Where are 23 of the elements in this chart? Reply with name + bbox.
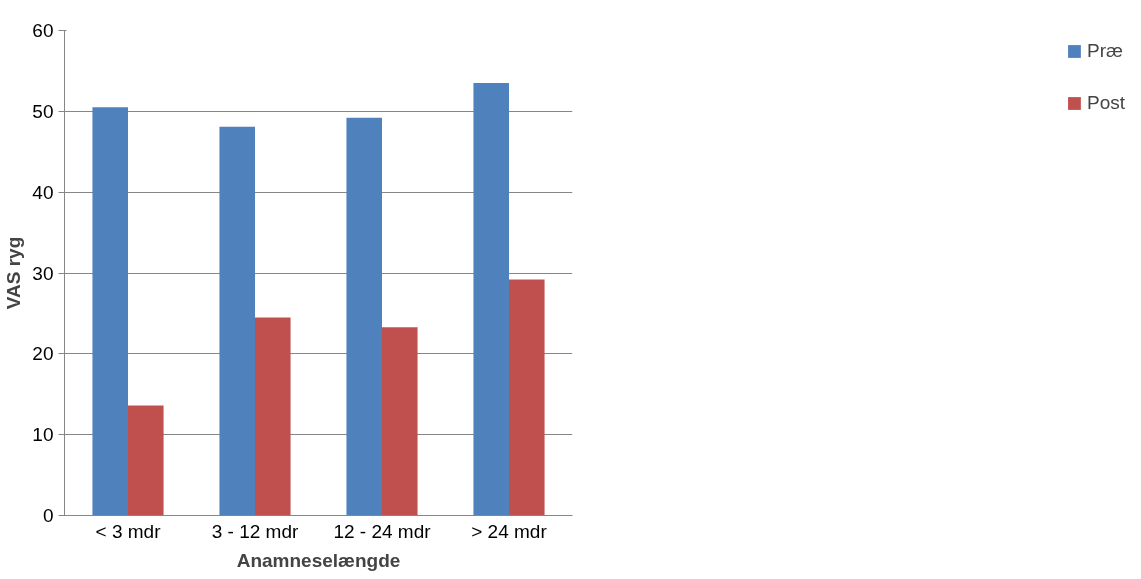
bar <box>509 279 545 516</box>
bar <box>473 83 509 516</box>
bar <box>255 317 291 516</box>
y-tick-label: 60 <box>32 20 54 41</box>
y-tick-label: 30 <box>32 262 54 284</box>
y-tick-label: 10 <box>32 424 54 446</box>
x-tick-label: < 3 mdr <box>95 520 162 542</box>
bar <box>382 327 418 516</box>
x-tick-label: 3 - 12 mdr <box>211 520 299 542</box>
x-axis-title: Anamneselængde <box>236 549 401 571</box>
legend-label: Præ <box>1086 40 1123 62</box>
x-tick-label: > 24 mdr <box>471 520 548 542</box>
y-tick-label: 50 <box>32 100 54 122</box>
y-tick-label: 40 <box>32 181 54 203</box>
bar <box>219 126 255 516</box>
legend-label: Post <box>1086 92 1125 114</box>
y-axis-title: VAS ryg <box>3 236 25 310</box>
y-tick-label: 20 <box>32 343 54 365</box>
bar <box>128 405 164 516</box>
y-tick-label: 0 <box>42 505 54 526</box>
bar <box>346 117 382 516</box>
bar <box>92 107 128 516</box>
x-tick-label: 12 - 24 mdr <box>333 520 432 542</box>
